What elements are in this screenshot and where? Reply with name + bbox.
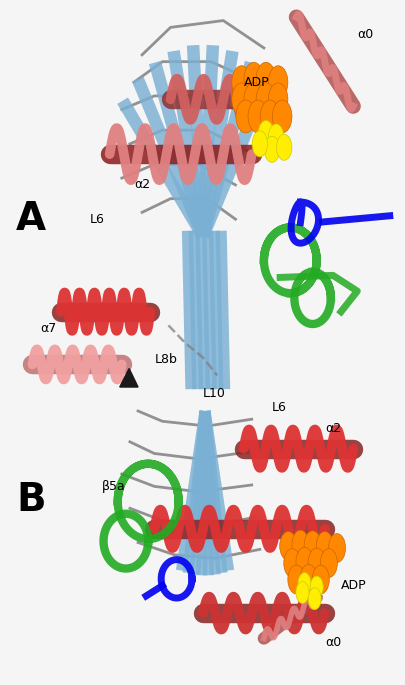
Text: α7: α7 xyxy=(40,323,57,335)
Circle shape xyxy=(243,62,263,95)
Circle shape xyxy=(276,134,291,160)
Circle shape xyxy=(235,100,255,133)
Circle shape xyxy=(315,532,333,560)
Circle shape xyxy=(256,83,275,116)
Text: α0: α0 xyxy=(356,28,373,40)
Circle shape xyxy=(247,100,267,133)
Text: L8b: L8b xyxy=(154,353,177,366)
Circle shape xyxy=(328,534,345,562)
Circle shape xyxy=(231,66,251,99)
Circle shape xyxy=(283,549,300,577)
Circle shape xyxy=(243,83,263,116)
Circle shape xyxy=(303,531,320,560)
Text: α2: α2 xyxy=(134,179,150,191)
Circle shape xyxy=(307,548,324,577)
Text: A: A xyxy=(16,200,46,238)
Circle shape xyxy=(297,573,310,595)
Text: L6: L6 xyxy=(271,401,286,414)
Circle shape xyxy=(260,100,279,133)
Polygon shape xyxy=(119,369,138,387)
Circle shape xyxy=(309,576,322,598)
Circle shape xyxy=(268,83,287,116)
Text: L10: L10 xyxy=(202,388,225,400)
Text: α0: α0 xyxy=(324,636,340,649)
Text: ADP: ADP xyxy=(340,580,366,592)
Text: α2: α2 xyxy=(324,422,340,434)
Text: β5a: β5a xyxy=(101,480,125,493)
Circle shape xyxy=(272,100,291,133)
Circle shape xyxy=(252,131,267,157)
Circle shape xyxy=(268,124,283,150)
Circle shape xyxy=(295,582,308,603)
Text: ADP: ADP xyxy=(243,76,269,88)
Text: L6: L6 xyxy=(89,213,104,225)
Circle shape xyxy=(311,565,328,594)
Circle shape xyxy=(295,547,312,576)
Circle shape xyxy=(268,66,287,99)
Circle shape xyxy=(291,530,308,559)
Circle shape xyxy=(231,83,251,116)
Circle shape xyxy=(320,549,337,577)
Circle shape xyxy=(256,62,275,95)
Circle shape xyxy=(307,588,320,610)
Circle shape xyxy=(264,136,279,162)
Circle shape xyxy=(279,532,296,560)
Text: B: B xyxy=(16,481,46,519)
Circle shape xyxy=(287,565,304,594)
Circle shape xyxy=(258,121,273,147)
Circle shape xyxy=(299,564,316,593)
